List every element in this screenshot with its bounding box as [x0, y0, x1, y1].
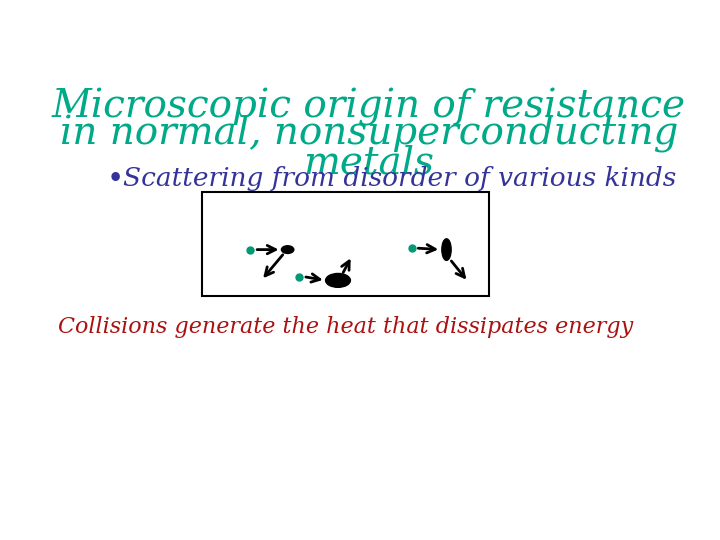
Text: •: •	[107, 166, 125, 194]
Bar	[202, 192, 489, 296]
Text: in normal, nonsuperconducting: in normal, nonsuperconducting	[60, 115, 678, 153]
Ellipse shape	[442, 239, 451, 260]
Ellipse shape	[325, 273, 351, 287]
Text: Collisions generate the heat that dissipates energy: Collisions generate the heat that dissip…	[58, 315, 634, 338]
Text: metals: metals	[304, 144, 434, 181]
Ellipse shape	[282, 246, 294, 253]
Text: Scattering from disorder of various kinds: Scattering from disorder of various kind…	[122, 166, 676, 192]
Text: Microscopic origin of resistance: Microscopic origin of resistance	[52, 88, 686, 126]
